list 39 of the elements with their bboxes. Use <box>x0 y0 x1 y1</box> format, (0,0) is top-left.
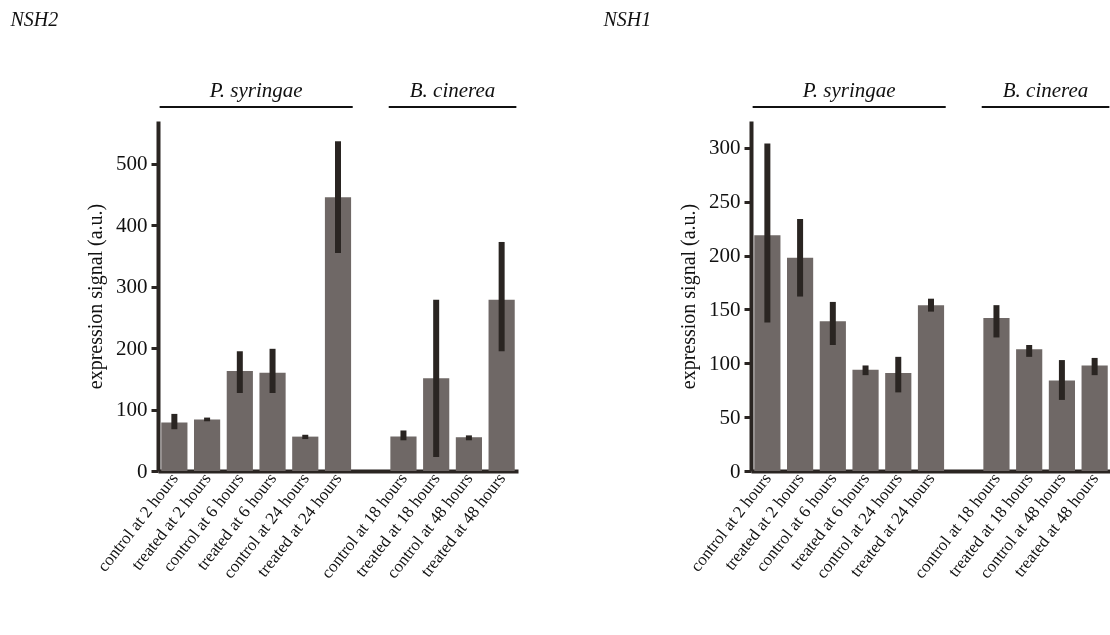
y-tick-label: 400 <box>116 212 148 237</box>
bar <box>917 305 945 471</box>
y-tick-label: 500 <box>116 151 148 176</box>
bar <box>1016 349 1043 471</box>
y-tick-label: 0 <box>730 458 741 483</box>
text: P. syringae <box>208 78 303 102</box>
bar <box>390 436 417 471</box>
bar <box>194 419 221 471</box>
y-tick-label: 200 <box>709 243 741 268</box>
bar <box>161 422 188 471</box>
y-tick-label: 300 <box>709 135 741 160</box>
y-tick-label: 300 <box>116 274 148 299</box>
bar <box>983 318 1010 471</box>
bar <box>852 369 879 471</box>
bar <box>1081 365 1108 471</box>
bar <box>787 257 814 471</box>
bar <box>488 299 515 471</box>
text: B. cinerea <box>1002 78 1089 102</box>
y-tick-label: 0 <box>137 458 148 483</box>
text: B. cinerea <box>409 78 496 102</box>
bar <box>226 370 253 471</box>
bar <box>819 321 846 471</box>
chart-title: NSH2 <box>9 8 59 30</box>
bar <box>259 372 286 471</box>
bar <box>324 197 352 471</box>
bar <box>292 436 319 471</box>
chart-title: NSH1 <box>602 8 652 30</box>
y-tick-label: 100 <box>116 397 148 422</box>
bar <box>455 437 482 471</box>
bar <box>1048 380 1075 471</box>
y-tick-label: 150 <box>709 296 741 321</box>
y-tick-label: 50 <box>719 404 741 429</box>
y-tick-label: 100 <box>709 350 741 375</box>
bar <box>885 373 912 471</box>
y-tick-label: 250 <box>709 189 741 214</box>
y-axis-title: expression signal (a.u.) <box>677 203 700 390</box>
y-axis-title: expression signal (a.u.) <box>84 203 107 390</box>
y-tick-label: 200 <box>116 335 148 360</box>
text: P. syringae <box>801 78 896 102</box>
